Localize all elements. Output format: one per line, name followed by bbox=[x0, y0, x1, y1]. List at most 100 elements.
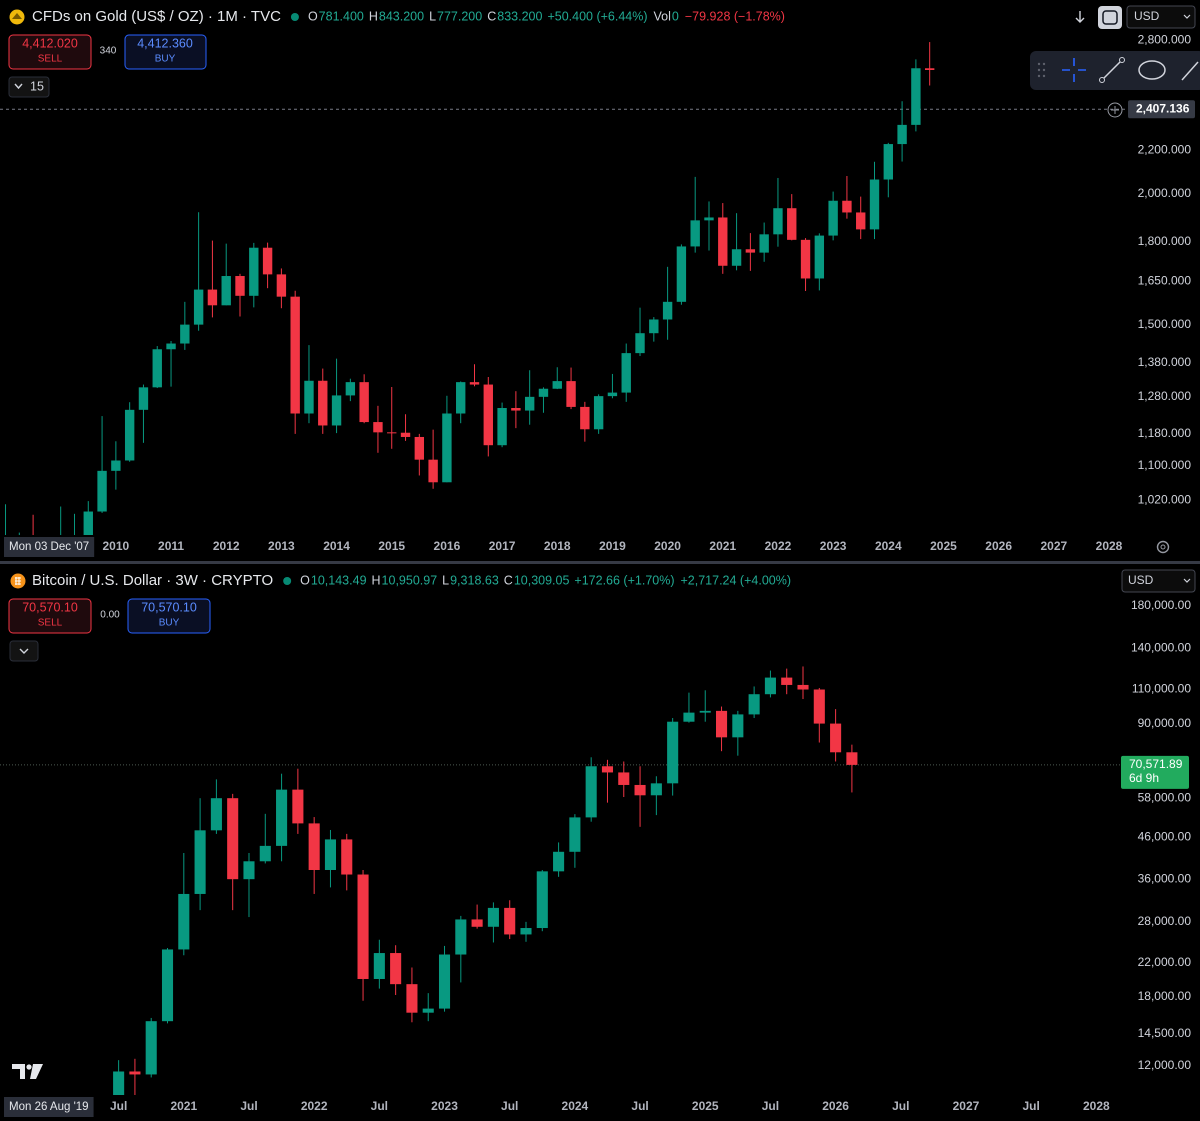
candle-body bbox=[210, 798, 222, 831]
x-tick-label: Jul bbox=[762, 1099, 779, 1113]
symbol-title[interactable]: Bitcoin / U.S. Dollar · 3W · CRYPTO bbox=[32, 572, 273, 589]
candle-body bbox=[290, 296, 300, 414]
legend-item: 10,950.97 bbox=[382, 573, 438, 587]
y-tick-label: 1,020.000 bbox=[1138, 492, 1192, 506]
candle-body bbox=[166, 343, 176, 350]
symbol-icon-glyph bbox=[15, 577, 21, 585]
candle-body bbox=[469, 382, 480, 385]
y-tick-label: 1,100.000 bbox=[1138, 458, 1192, 472]
sell-price: 70,570.10 bbox=[22, 600, 78, 614]
y-tick-label: 18,000.00 bbox=[1138, 989, 1192, 1003]
y-tick-label: 28,000.00 bbox=[1138, 914, 1192, 928]
candle-body bbox=[607, 392, 618, 397]
add-alert-icon[interactable] bbox=[1107, 102, 1123, 118]
download-icon[interactable] bbox=[1075, 11, 1085, 23]
candle-body bbox=[635, 333, 645, 354]
candle-body bbox=[262, 247, 273, 275]
y-tick-label: 1,500.000 bbox=[1138, 317, 1192, 331]
shape-tool[interactable] bbox=[1138, 60, 1166, 80]
candle-body bbox=[456, 382, 466, 414]
candle-body bbox=[731, 249, 742, 266]
sell-button[interactable] bbox=[8, 598, 92, 634]
currency: USD bbox=[1134, 9, 1160, 23]
drawing-toolbar bbox=[1030, 51, 1200, 90]
legend-item: L bbox=[429, 9, 436, 23]
buy-button[interactable] bbox=[127, 598, 211, 634]
candle-body bbox=[621, 353, 631, 393]
candle-body bbox=[145, 1021, 157, 1075]
x-tick-label: 2013 bbox=[268, 539, 295, 553]
currency-dropdown[interactable] bbox=[1126, 5, 1196, 29]
candle-body bbox=[787, 208, 797, 240]
candle-body bbox=[318, 380, 328, 426]
crosshair-tool[interactable] bbox=[1062, 58, 1086, 82]
candle-body bbox=[221, 276, 231, 306]
candle-body bbox=[667, 721, 679, 784]
candle-body bbox=[138, 387, 149, 410]
legend-item: O bbox=[308, 9, 318, 23]
buy-button[interactable] bbox=[124, 34, 207, 70]
x-tick-label: 2027 bbox=[1040, 539, 1067, 553]
toggle-button[interactable] bbox=[1098, 6, 1122, 29]
interval-dropdown[interactable] bbox=[8, 76, 50, 98]
last-price-box bbox=[1121, 755, 1189, 789]
path-tool[interactable] bbox=[1181, 61, 1199, 81]
candle-body bbox=[359, 382, 369, 423]
x-tick-label: 2025 bbox=[692, 1099, 719, 1113]
candle-body bbox=[83, 511, 93, 535]
legend-item: H bbox=[372, 573, 381, 587]
candle-body bbox=[618, 772, 630, 785]
settings-icon[interactable] bbox=[1156, 540, 1170, 554]
settings-icon-core bbox=[1160, 544, 1166, 550]
buy-price: 4,412.360 bbox=[137, 36, 193, 50]
candle-body bbox=[781, 677, 793, 685]
legend-item: 9,318.63 bbox=[450, 573, 499, 587]
tool-node bbox=[1099, 77, 1105, 83]
candle-body bbox=[428, 459, 438, 483]
candle-body bbox=[504, 907, 516, 935]
y-tick-label: 110,000.00 bbox=[1132, 682, 1191, 696]
sell-price: 4,412.020 bbox=[22, 36, 78, 50]
sell-button[interactable] bbox=[8, 34, 92, 70]
candle-body bbox=[585, 766, 597, 818]
candle-body bbox=[249, 247, 259, 296]
last-price-label: 70,571.89 bbox=[1129, 757, 1183, 771]
y-tick-label: 180,000.00 bbox=[1131, 598, 1191, 612]
legend-item: 10,309.05 bbox=[514, 573, 570, 587]
candle-body bbox=[830, 723, 842, 753]
date-label: Mon 03 Dec '07 bbox=[9, 541, 89, 553]
x-tick-label: Jul bbox=[631, 1099, 648, 1113]
currency-dropdown[interactable] bbox=[1121, 569, 1196, 593]
date-label: Mon 26 Aug '19 bbox=[9, 1101, 89, 1113]
candle-body bbox=[304, 380, 314, 414]
candle-body bbox=[813, 689, 825, 724]
x-tick-label: 2022 bbox=[301, 1099, 328, 1113]
candle-body bbox=[593, 396, 604, 430]
candle-body bbox=[414, 436, 425, 460]
x-tick-label: 2027 bbox=[953, 1099, 980, 1113]
symbol-title[interactable]: CFDs on Gold (US$ / OZ) · 1M · TVC bbox=[32, 8, 281, 25]
candle-body bbox=[814, 235, 825, 279]
candle-body bbox=[194, 830, 206, 894]
interval: 15 bbox=[30, 79, 44, 93]
candle-body bbox=[276, 789, 288, 846]
legend-item: 10,143.49 bbox=[311, 573, 367, 587]
candle-body bbox=[869, 179, 880, 230]
candle-body bbox=[828, 200, 838, 236]
gold-plot bbox=[0, 42, 1125, 535]
candle-body bbox=[580, 406, 590, 430]
candle-body bbox=[180, 324, 190, 344]
candle-body bbox=[924, 68, 935, 70]
legend-item: L bbox=[442, 573, 449, 587]
candle-body bbox=[178, 893, 190, 950]
candle-body bbox=[497, 408, 507, 446]
collapse-dropdown[interactable] bbox=[9, 640, 39, 662]
x-tick-label: 2012 bbox=[213, 539, 240, 553]
trend-line-tool[interactable] bbox=[1101, 59, 1123, 81]
x-tick-label: 2026 bbox=[985, 539, 1012, 553]
candle-body bbox=[764, 677, 776, 695]
legend-item: −79.928 (−1.78%) bbox=[685, 9, 785, 23]
candle-body bbox=[387, 432, 397, 434]
candle-body bbox=[357, 874, 369, 979]
